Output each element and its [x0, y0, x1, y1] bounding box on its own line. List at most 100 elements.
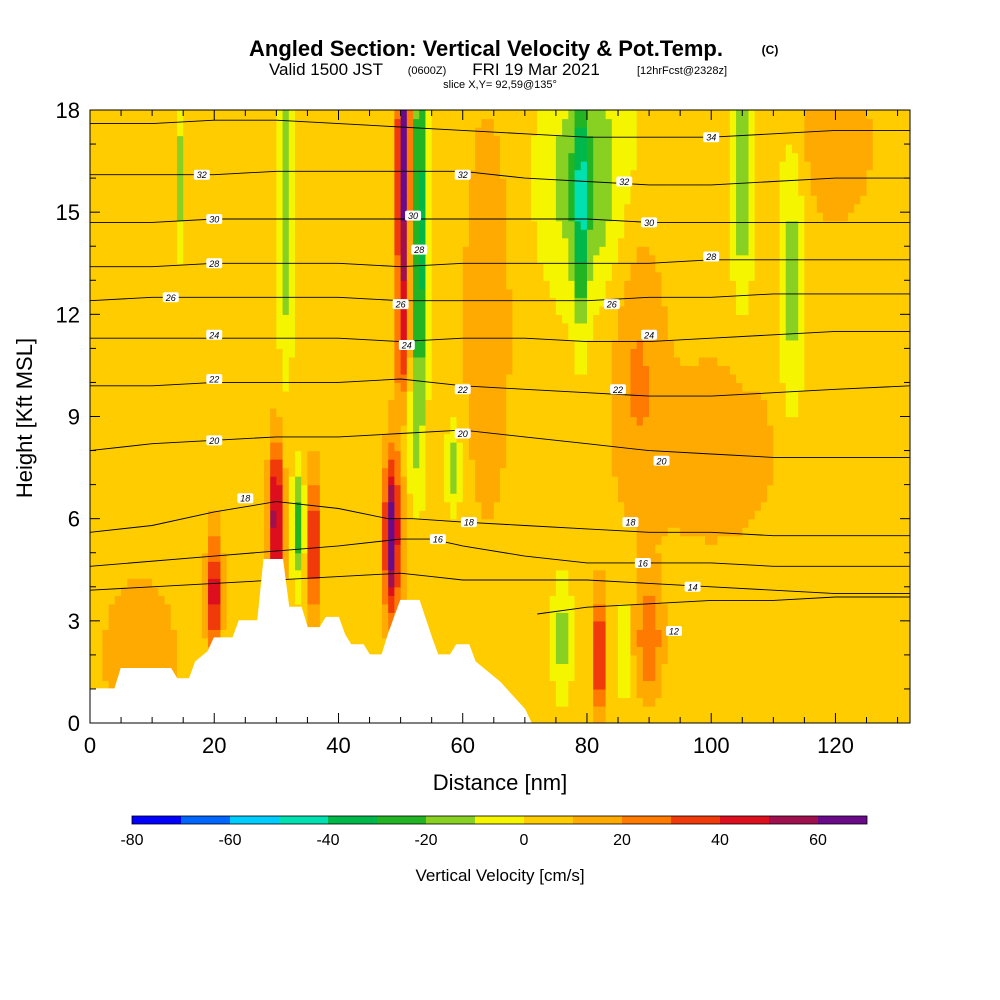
velocity-cell	[183, 654, 190, 664]
velocity-cell	[767, 620, 774, 630]
velocity-cell	[369, 476, 377, 486]
velocity-cell	[611, 518, 619, 528]
velocity-cell	[369, 637, 377, 647]
velocity-cell	[276, 442, 284, 452]
velocity-cell	[350, 484, 358, 494]
velocity-cell	[655, 680, 663, 690]
velocity-cell	[444, 620, 451, 630]
velocity-cell	[798, 467, 805, 477]
velocity-cell	[580, 705, 588, 716]
velocity-cell	[127, 501, 135, 511]
velocity-cell	[413, 595, 420, 605]
velocity-cell	[158, 459, 166, 469]
velocity-cell	[164, 612, 172, 622]
velocity-cell	[593, 399, 600, 409]
velocity-cell	[810, 527, 818, 537]
velocity-cell	[158, 501, 166, 511]
velocity-cell	[593, 442, 600, 452]
velocity-cell	[748, 493, 756, 503]
velocity-cell	[823, 425, 830, 435]
velocity-cell	[729, 493, 737, 503]
velocity-cell	[344, 552, 352, 562]
velocity-cell	[319, 501, 327, 511]
velocity-cell	[580, 425, 588, 435]
velocity-cell	[705, 637, 712, 647]
velocity-cell	[673, 501, 681, 511]
velocity-cell	[611, 416, 619, 426]
velocity-cell	[897, 425, 905, 435]
velocity-cell	[624, 637, 632, 647]
velocity-cell	[866, 569, 874, 579]
velocity-cell	[326, 425, 333, 435]
velocity-cell	[816, 646, 824, 656]
velocity-cell	[282, 407, 290, 418]
velocity-cell	[375, 637, 383, 647]
velocity-cell	[127, 399, 135, 409]
velocity-cell	[245, 561, 253, 571]
velocity-cell	[717, 680, 725, 690]
velocity-cell	[170, 629, 178, 639]
velocity-cell	[872, 705, 880, 716]
velocity-cell	[282, 459, 290, 469]
velocity-cell	[375, 586, 383, 596]
velocity-cell	[108, 501, 116, 511]
velocity-cell	[742, 714, 750, 723]
velocity-cell	[512, 586, 520, 596]
velocity-cell	[96, 399, 104, 409]
velocity-cell	[176, 629, 184, 639]
velocity-cell	[562, 544, 569, 554]
velocity-cell	[176, 416, 184, 426]
velocity-cell	[605, 433, 613, 443]
velocity-cell	[562, 603, 569, 613]
velocity-cell	[878, 680, 886, 690]
velocity-cell	[518, 595, 526, 605]
velocity-cell	[903, 493, 910, 503]
velocity-cell	[208, 629, 215, 639]
velocity-cell	[108, 518, 116, 528]
velocity-cell	[133, 654, 141, 664]
velocity-cell	[885, 705, 892, 716]
velocity-cell	[139, 518, 147, 528]
velocity-cell	[475, 586, 482, 596]
velocity-cell	[841, 476, 849, 486]
velocity-cell	[891, 620, 899, 630]
velocity-cell	[481, 484, 489, 494]
velocity-cell	[841, 637, 849, 647]
velocity-cell	[866, 697, 874, 707]
velocity-cell	[543, 407, 551, 418]
velocity-cell	[804, 493, 812, 503]
velocity-cell	[189, 569, 197, 579]
velocity-cell	[872, 442, 880, 452]
velocity-cell	[493, 612, 501, 622]
velocity-cell	[636, 646, 644, 656]
velocity-cell	[878, 697, 886, 707]
velocity-cell	[686, 459, 694, 469]
velocity-cell	[649, 442, 656, 452]
velocity-cell	[649, 595, 656, 605]
velocity-cell	[127, 510, 135, 520]
velocity-cell	[375, 450, 383, 460]
velocity-cell	[313, 569, 321, 579]
velocity-cell	[301, 518, 309, 528]
velocity-cell	[475, 450, 482, 460]
velocity-cell	[512, 433, 520, 443]
velocity-cell	[754, 680, 762, 690]
velocity-cell	[145, 442, 153, 452]
velocity-cell	[301, 578, 309, 588]
velocity-cell	[183, 671, 190, 682]
velocity-cell	[729, 603, 737, 613]
velocity-cell	[506, 416, 514, 426]
velocity-cell	[394, 561, 402, 571]
velocity-cell	[487, 433, 495, 443]
velocity-cell	[363, 629, 371, 639]
velocity-cell	[512, 629, 520, 639]
velocity-cell	[232, 552, 240, 562]
velocity-cell	[350, 603, 358, 613]
velocity-cell	[667, 501, 675, 511]
velocity-cell	[760, 671, 768, 682]
velocity-cell	[369, 407, 377, 418]
velocity-cell	[425, 484, 433, 494]
velocity-cell	[344, 433, 352, 443]
velocity-cell	[500, 425, 507, 435]
velocity-cell	[462, 535, 470, 545]
